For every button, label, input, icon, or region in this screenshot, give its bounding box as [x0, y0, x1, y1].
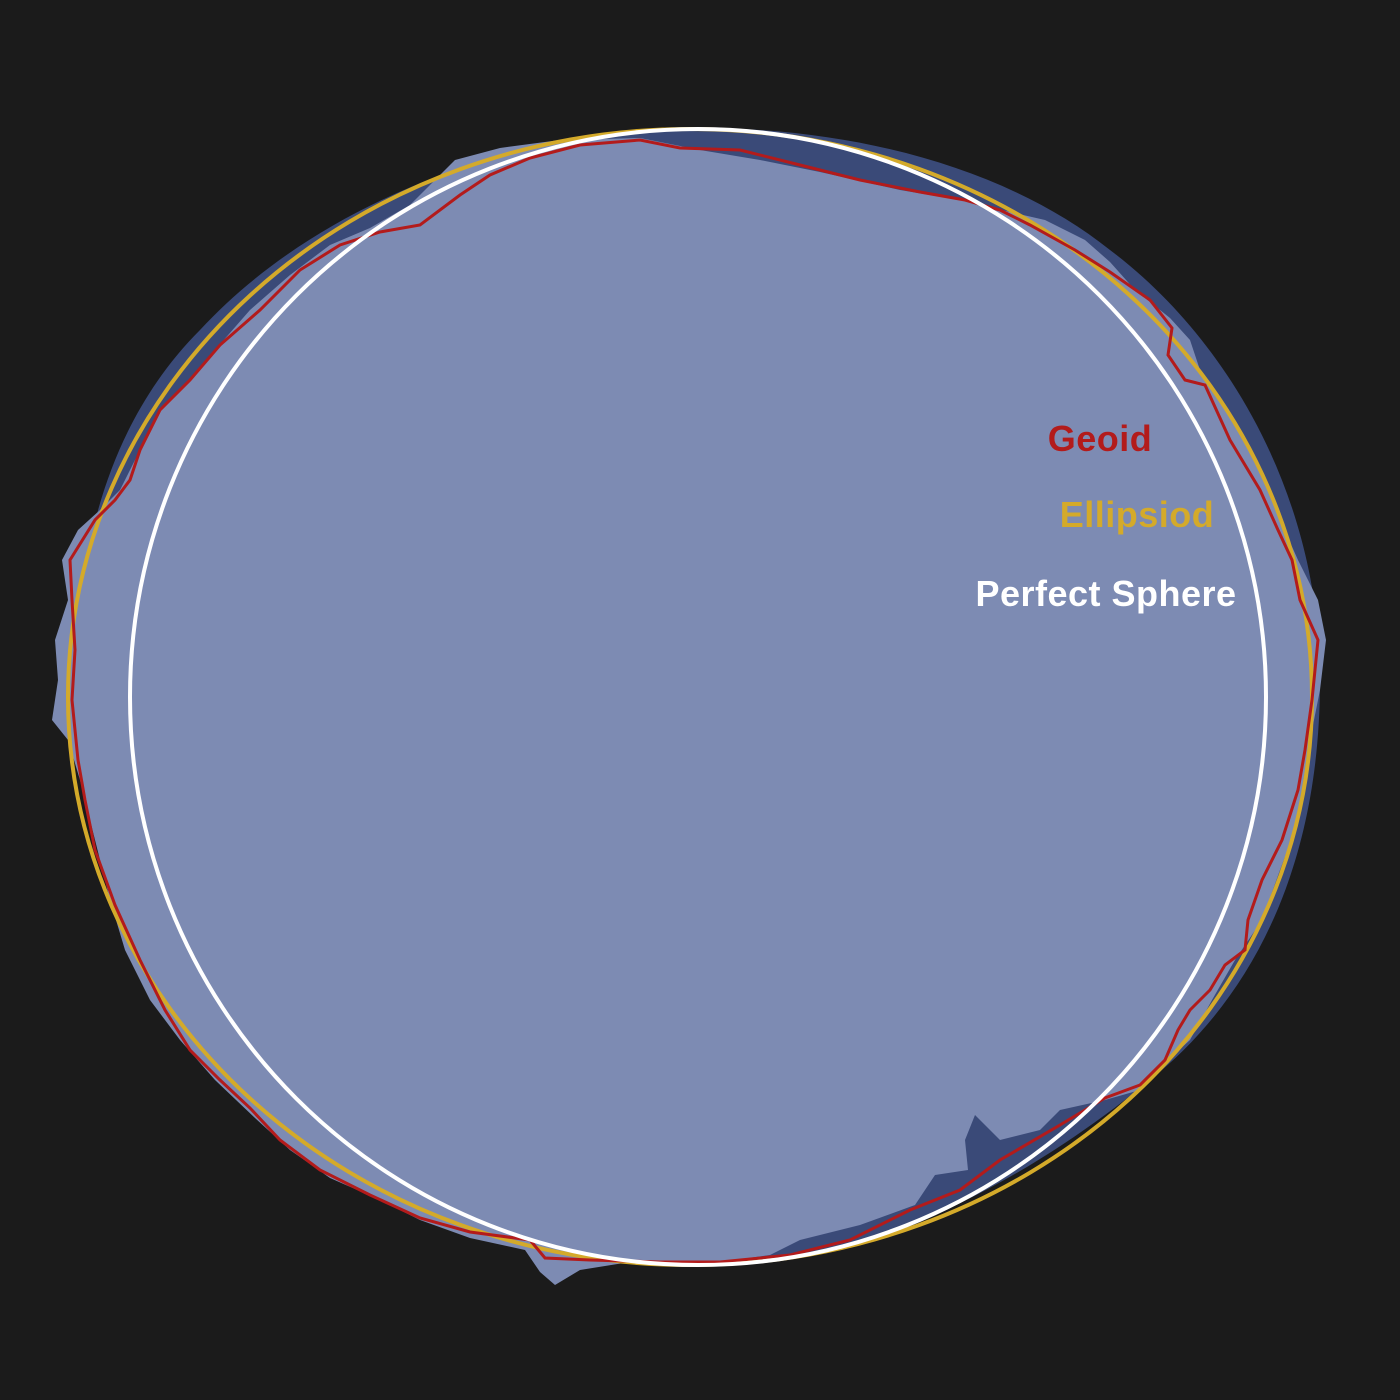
- terrain-body: [52, 138, 1326, 1285]
- perfect-sphere-label: Perfect Sphere: [975, 573, 1236, 614]
- ellipsoid-label: Ellipsiod: [1060, 494, 1215, 535]
- geoid-label: Geoid: [1048, 418, 1153, 459]
- geoid-outline: [68, 138, 1320, 1264]
- perfect-sphere-outline: [128, 127, 1268, 1267]
